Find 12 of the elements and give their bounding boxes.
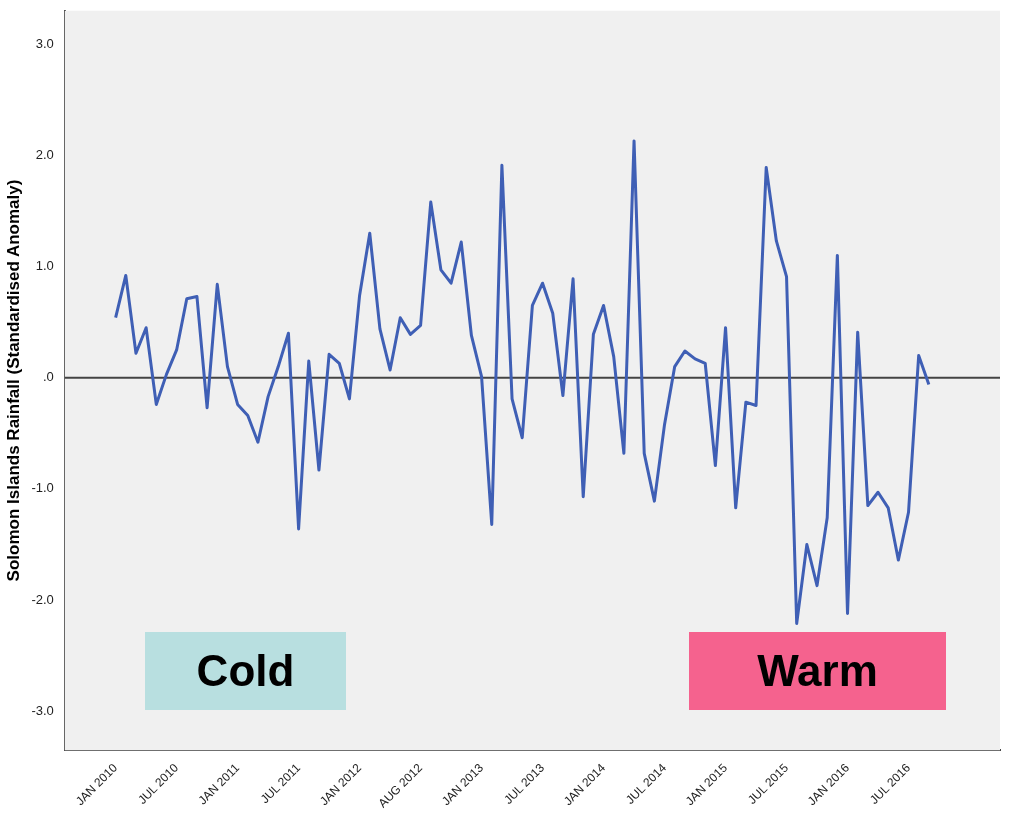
y-axis-title: Solomon Islands Rainfall (Standardised Anomaly) (3, 179, 23, 582)
annotation: Cold (196, 646, 295, 696)
y-tick-label: 1.0 (35, 258, 54, 274)
label-box: Warm (689, 632, 946, 710)
label-box: Cold (145, 632, 346, 710)
y-tick-label: .0 (42, 369, 54, 385)
y-tick-label: 3.0 (35, 35, 54, 51)
y-tick-label: 2.0 (35, 146, 54, 162)
y-tick-label: -2.0 (31, 591, 54, 607)
annotation: Warm (757, 646, 878, 696)
y-tick-label: -3.0 (31, 702, 54, 718)
y-tick-label: -1.0 (31, 480, 54, 496)
